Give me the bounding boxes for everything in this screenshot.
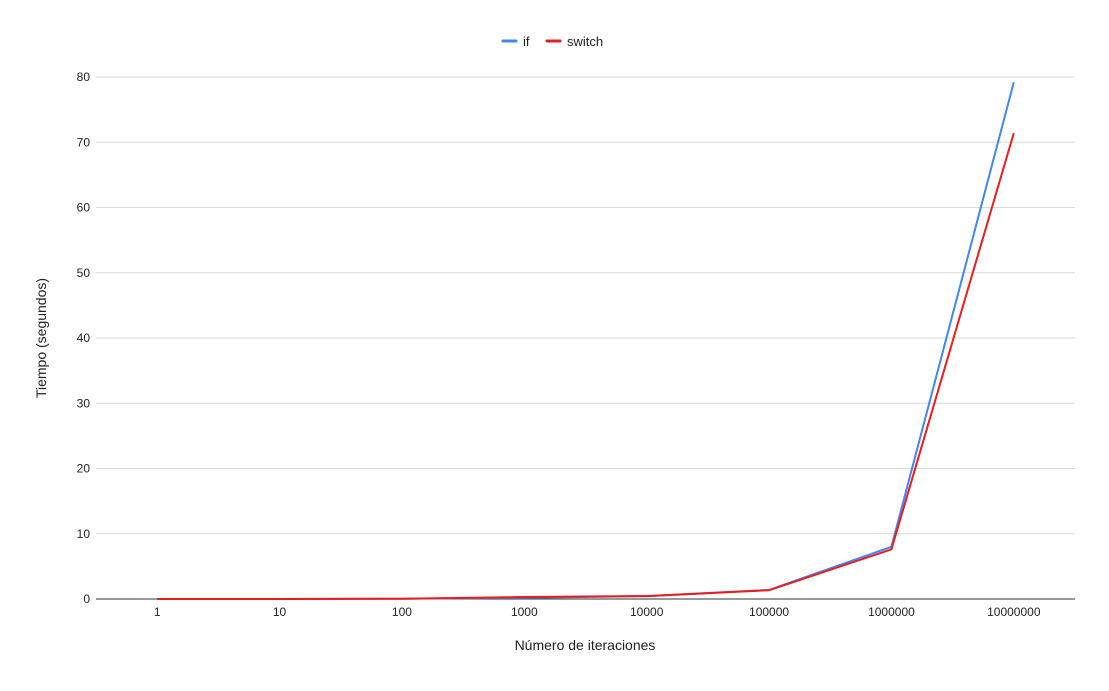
x-tick-label: 1: [154, 605, 161, 619]
series-line-switch: [157, 133, 1014, 599]
x-axis-ticks: 1 10 100 1000 10000 100000 1000000 10000000: [154, 605, 1041, 619]
legend: if switch: [503, 34, 603, 49]
x-tick-label: 10000000: [987, 605, 1041, 619]
gridlines: [96, 77, 1075, 534]
x-tick-label: 10: [273, 605, 287, 619]
x-tick-label: 1000000: [868, 605, 915, 619]
y-axis-ticks: 0 10 20 30 40 50 60 70 80: [77, 70, 91, 606]
y-tick-label: 30: [77, 396, 91, 410]
y-tick-label: 50: [77, 266, 91, 280]
x-tick-label: 100: [392, 605, 412, 619]
legend-label-if: if: [523, 34, 530, 49]
y-tick-label: 70: [77, 135, 91, 149]
series-line-if: [157, 82, 1014, 599]
y-axis-title: Tiempo (segundos): [33, 278, 49, 398]
x-tick-label: 100000: [749, 605, 789, 619]
y-tick-label: 80: [77, 70, 91, 84]
y-tick-label: 10: [77, 527, 91, 541]
y-tick-label: 60: [77, 201, 91, 215]
legend-label-switch: switch: [567, 34, 603, 49]
x-tick-label: 1000: [511, 605, 538, 619]
y-tick-label: 0: [83, 592, 90, 606]
series-lines: [157, 82, 1014, 599]
y-tick-label: 20: [77, 462, 91, 476]
x-axis-title: Número de iteraciones: [515, 637, 656, 653]
y-tick-label: 40: [77, 331, 91, 345]
x-tick-label: 10000: [630, 605, 664, 619]
